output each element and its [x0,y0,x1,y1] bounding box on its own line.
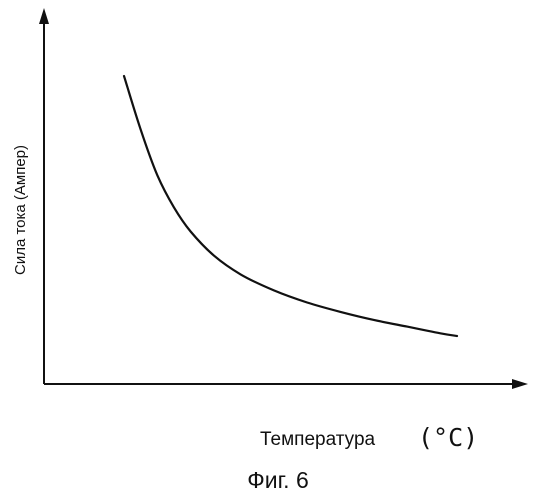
figure-caption: Фиг. 6 [247,467,309,493]
x-axis-label: Температура [260,429,376,450]
x-axis-arrow [512,379,528,389]
x-axis-unit: (°C) [418,423,478,452]
series-line [124,76,457,336]
y-axis-label: Сила тока (Ампер) [12,145,29,275]
y-axis-arrow [39,8,49,24]
